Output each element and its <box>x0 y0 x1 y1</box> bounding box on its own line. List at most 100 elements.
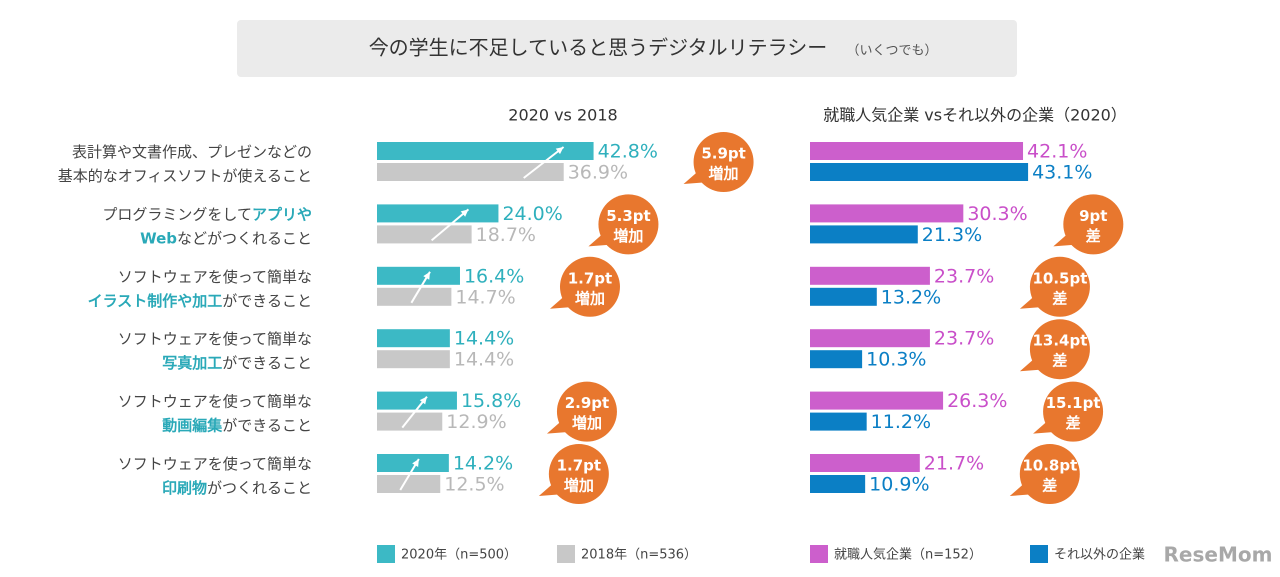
bar <box>810 391 944 410</box>
value-label: 24.0% <box>502 203 562 225</box>
value-label: 10.3% <box>866 349 926 371</box>
value-label: 14.4% <box>454 349 514 371</box>
diff-note: 差 <box>1042 477 1057 495</box>
bar <box>377 329 450 348</box>
category-label-part: がつくれること <box>207 479 312 497</box>
value-label: 26.3% <box>947 390 1007 412</box>
diff-label: 5.9pt <box>701 145 745 163</box>
value-label: 12.5% <box>444 474 504 496</box>
bar <box>810 412 867 431</box>
category-label: 基本的なオフィスソフトが使えること <box>58 167 312 185</box>
increase-arrowhead <box>419 396 427 405</box>
value-label: 23.7% <box>934 265 994 287</box>
diff-bubble <box>598 194 659 255</box>
category-label-part: ができること <box>222 291 312 309</box>
bar <box>810 350 863 369</box>
bar <box>377 391 457 410</box>
category-label-part: などがつくれること <box>177 229 312 247</box>
category-label: プログラミングをしてアプリや <box>102 205 312 223</box>
category-label-part: 表計算や文書作成、プレゼンなどの <box>72 143 312 161</box>
legend-label: 2018年（n=536） <box>581 548 697 563</box>
value-label: 13.2% <box>881 286 941 308</box>
diff-label: 1.7pt <box>568 269 612 287</box>
value-label: 14.7% <box>455 286 515 308</box>
category-label-part: ができること <box>222 354 312 372</box>
category-label: ソフトウェアを使って簡単な <box>118 392 312 410</box>
diff-note: 増加 <box>709 165 739 183</box>
diff-label: 10.8pt <box>1022 457 1077 475</box>
category-label: ソフトウェアを使って簡単な <box>118 455 312 473</box>
value-label: 18.7% <box>476 224 536 246</box>
diff-label: 1.7pt <box>557 457 601 475</box>
diff-note: 差 <box>1086 227 1101 245</box>
watermark: ReseMom <box>1164 543 1273 567</box>
category-label: 写真加工ができること <box>162 354 312 372</box>
legend-label: それ以外の企業 <box>1054 547 1145 563</box>
legend-swatch <box>557 545 575 563</box>
category-label: 表計算や文書作成、プレゼンなどの <box>72 143 312 161</box>
value-label: 30.3% <box>967 203 1027 225</box>
bar <box>810 266 930 285</box>
legend-label: 就職人気企業（n=152） <box>834 547 982 563</box>
category-label: 印刷物がつくれること <box>162 479 312 497</box>
diff-bubble <box>1019 444 1080 504</box>
category-label-part: ソフトウェアを使って簡単な <box>118 330 312 348</box>
diff-label: 9pt <box>1079 207 1107 225</box>
increase-arrowhead <box>460 209 469 217</box>
value-label: 11.2% <box>871 411 931 433</box>
category-label-part: 基本的なオフィスソフトが使えること <box>58 167 312 185</box>
diff-label: 2.9pt <box>565 394 609 412</box>
bar <box>377 412 443 431</box>
category-label: ソフトウェアを使って簡単な <box>118 330 312 348</box>
value-label: 16.4% <box>464 265 524 287</box>
title-note: （いくつでも） <box>846 44 937 59</box>
category-label: Webなどがつくれること <box>140 229 312 247</box>
value-label: 36.9% <box>568 162 628 184</box>
diff-bubble <box>1029 319 1090 380</box>
diff-bubble <box>1063 194 1124 255</box>
diff-note: 増加 <box>613 227 643 245</box>
category-label-part: イラスト制作や加工 <box>88 291 223 309</box>
category-label-part: ソフトウェアを使って簡単な <box>118 392 312 410</box>
value-label: 23.7% <box>934 328 994 350</box>
bar <box>377 475 441 493</box>
bar <box>810 287 877 306</box>
value-label: 14.2% <box>453 453 513 475</box>
category-label-part: 写真加工 <box>162 354 222 372</box>
category-label-part: 印刷物 <box>162 479 207 497</box>
value-label: 15.8% <box>461 390 521 412</box>
diff-bubble <box>1029 256 1090 317</box>
category-label-part: プログラミングをして <box>102 205 252 223</box>
legend-swatch <box>810 545 828 563</box>
bar <box>377 163 564 181</box>
legend-swatch <box>377 545 395 563</box>
value-label: 21.7% <box>924 453 984 475</box>
bar <box>810 163 1029 181</box>
panel-title: 就職人気企業 vsそれ以外の企業（2020） <box>823 106 1127 125</box>
diff-bubble <box>556 381 617 442</box>
value-label: 42.8% <box>598 141 658 163</box>
value-label: 10.9% <box>869 474 929 496</box>
title-box <box>237 20 1017 77</box>
diff-label: 10.5pt <box>1032 269 1087 287</box>
diff-label: 15.1pt <box>1046 394 1101 412</box>
diff-bubble <box>559 256 620 317</box>
diff-label: 13.4pt <box>1032 332 1087 350</box>
bar <box>810 142 1024 160</box>
category-label: イラスト制作や加工ができること <box>88 291 312 309</box>
diff-note: 増加 <box>564 477 594 495</box>
bar <box>810 225 918 244</box>
category-label: ソフトウェアを使って簡単な <box>118 267 312 285</box>
bar <box>810 329 930 348</box>
value-label: 12.9% <box>446 411 506 433</box>
category-label-part: ソフトウェアを使って簡単な <box>118 267 312 285</box>
diff-note: 差 <box>1052 289 1067 307</box>
diff-bubble <box>1043 381 1104 442</box>
category-label-part: Web <box>140 229 177 247</box>
diff-label: 5.3pt <box>606 207 650 225</box>
chart-title: 今の学生に不足していると思うデジタルリテラシー <box>369 36 828 60</box>
bar <box>377 225 472 244</box>
value-label: 14.4% <box>454 328 514 350</box>
bar <box>810 454 920 472</box>
